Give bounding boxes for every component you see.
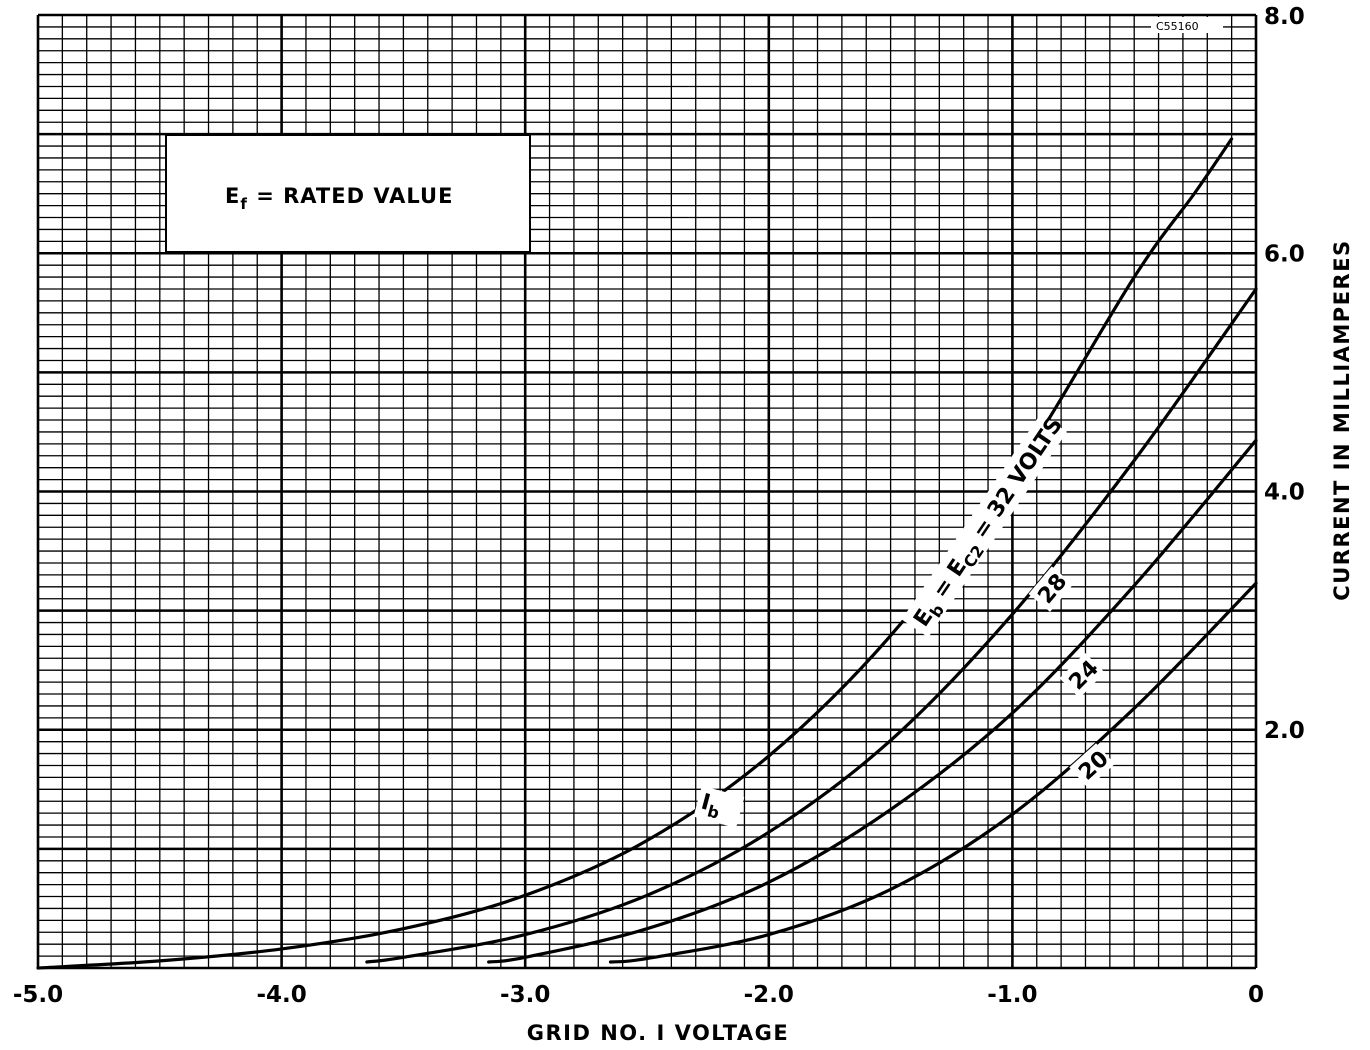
x-tick-label: -4.0 <box>256 982 306 1008</box>
y-axis-title: CURRENT IN MILLIAMPERES <box>1330 239 1354 600</box>
tick-labels: -5.0 -4.0 -3.0 -2.0 -1.0 0 2.0 4.0 6.0 8.0 <box>13 4 1305 1008</box>
y-tick-label: 4.0 <box>1264 480 1305 506</box>
y-tick-label: 8.0 <box>1264 4 1305 30</box>
x-tick-label: -5.0 <box>13 982 63 1008</box>
x-tick-label: -3.0 <box>500 982 550 1008</box>
curve-label-20: 20 <box>1069 743 1115 789</box>
y-tick-label: 6.0 <box>1264 241 1305 267</box>
note-text: Ef = RATED VALUE <box>225 184 453 213</box>
series-line-32 <box>36 137 1234 970</box>
curve-label-28: 28 <box>1028 566 1074 612</box>
x-tick-label: -2.0 <box>744 982 794 1008</box>
svg-text:24: 24 <box>1065 656 1104 695</box>
y-tick-label: 2.0 <box>1264 718 1305 744</box>
x-tick-label: 0 <box>1248 982 1264 1008</box>
grid <box>36 13 1258 970</box>
x-axis-title: GRID NO. I VOLTAGE <box>527 1021 790 1045</box>
note-box: Ef = RATED VALUE <box>165 134 531 253</box>
curve-label-ib: Ib <box>693 785 745 829</box>
series-line-28 <box>365 287 1258 964</box>
series-line-24 <box>487 438 1258 964</box>
svg-text:20: 20 <box>1074 746 1113 785</box>
x-tick-label: -1.0 <box>987 982 1037 1008</box>
curves <box>36 137 1258 970</box>
series-line-20 <box>608 581 1258 964</box>
drawing-code: C55160 <box>1156 20 1199 33</box>
